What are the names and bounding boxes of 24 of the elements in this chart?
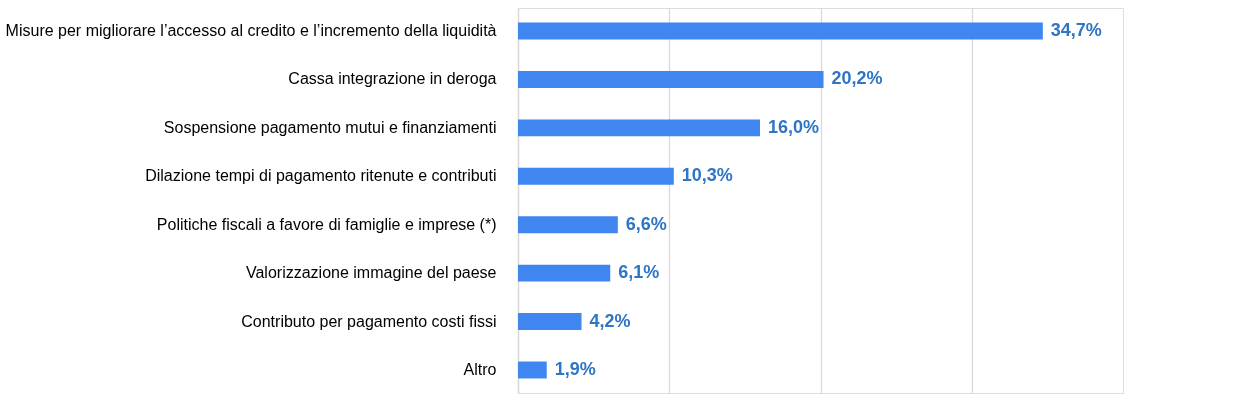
y-tick-label: Politiche fiscali a favore di famiglie e imprese (*) — [156, 215, 497, 233]
bar — [518, 70, 824, 88]
bar — [518, 167, 674, 185]
bar — [518, 22, 1043, 40]
data-label: 20,2% — [831, 68, 883, 89]
y-tick-label: Cassa integrazione in deroga — [288, 70, 497, 88]
y-tick-label: Valorizzazione immagine del paese — [245, 264, 497, 282]
data-label: 10,3% — [681, 165, 733, 186]
data-label: 34,7% — [1050, 20, 1102, 40]
bar — [518, 361, 547, 379]
y-tick-label: Misure per migliorare l’accesso al credito e l’incremento della liquidità — [5, 22, 497, 39]
bar — [518, 119, 760, 137]
data-label: 4,2% — [589, 310, 631, 331]
bar — [518, 216, 618, 234]
y-tick-label: Altro — [463, 361, 497, 378]
data-label: 1,9% — [554, 359, 596, 379]
data-label: 6,1% — [618, 262, 660, 283]
data-label: 6,6% — [625, 213, 667, 234]
y-tick-label: Dilazione tempi di pagamento ritenute e contributi — [145, 167, 497, 185]
data-label: 16,0% — [768, 116, 820, 137]
bar — [518, 313, 582, 331]
y-tick-label: Contributo per pagamento costi fissi — [241, 312, 497, 330]
y-tick-label: Sospensione pagamento mutui e finanziamenti — [163, 118, 497, 136]
bar — [518, 264, 611, 282]
